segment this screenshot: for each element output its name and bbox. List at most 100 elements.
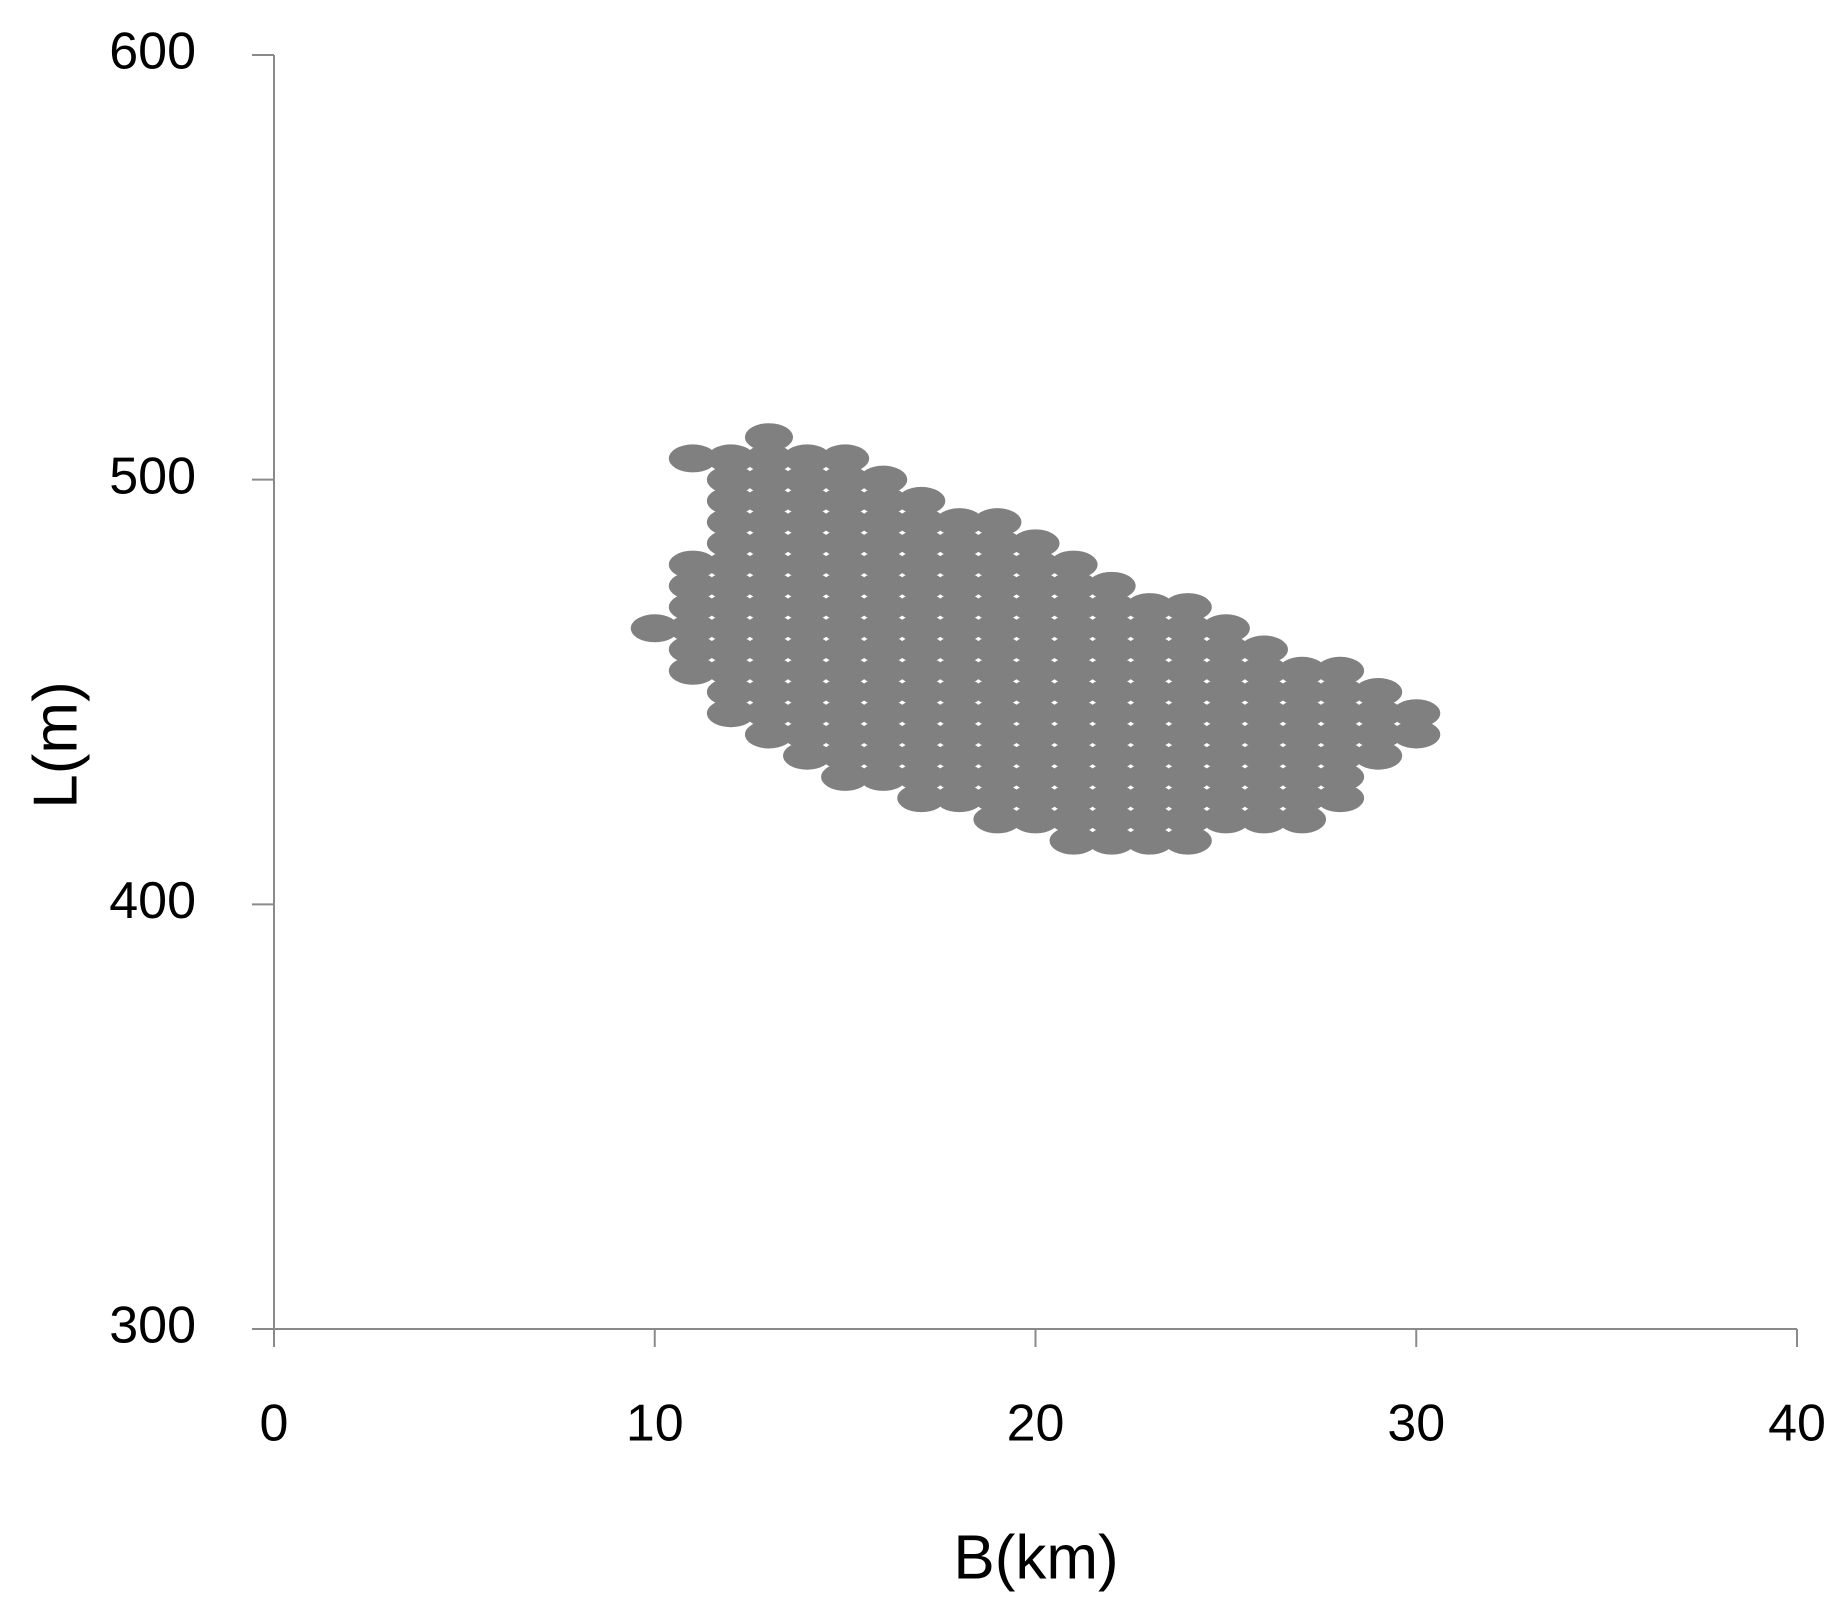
point	[1239, 699, 1288, 728]
point	[973, 762, 1022, 791]
point	[744, 423, 793, 452]
point	[821, 550, 870, 579]
point	[935, 550, 984, 579]
point	[1011, 762, 1060, 791]
point	[821, 699, 870, 728]
point	[1125, 678, 1174, 706]
point	[973, 720, 1022, 749]
point	[744, 720, 793, 749]
point	[821, 486, 870, 515]
point	[1392, 720, 1441, 749]
point	[1201, 762, 1250, 791]
point	[1087, 571, 1136, 600]
point	[706, 529, 755, 558]
point	[1087, 762, 1136, 791]
point	[744, 656, 793, 685]
point	[1011, 614, 1060, 643]
point	[706, 699, 755, 728]
point	[744, 614, 793, 643]
point	[744, 699, 793, 728]
x-tick-label: 30	[1387, 1395, 1445, 1453]
point	[973, 741, 1022, 770]
point	[973, 614, 1022, 643]
point	[859, 762, 908, 791]
point	[783, 465, 832, 494]
x-tick-label: 10	[626, 1395, 684, 1453]
point	[1125, 635, 1174, 664]
point	[783, 593, 832, 622]
point	[1087, 826, 1136, 855]
x-tick-label: 40	[1768, 1395, 1826, 1453]
point	[1201, 784, 1250, 813]
point	[1049, 826, 1098, 855]
point	[821, 741, 870, 770]
point	[897, 529, 946, 558]
point	[1201, 720, 1250, 749]
point	[935, 529, 984, 558]
point	[1316, 678, 1365, 706]
point	[935, 784, 984, 813]
point	[1163, 762, 1212, 791]
point	[1087, 699, 1136, 728]
point	[897, 678, 946, 706]
point	[630, 614, 679, 643]
point	[1316, 656, 1365, 685]
y-tick-label: 600	[109, 23, 196, 81]
point	[1278, 678, 1327, 706]
point	[821, 529, 870, 558]
point	[897, 508, 946, 537]
point	[1011, 635, 1060, 664]
point	[1239, 741, 1288, 770]
point	[783, 550, 832, 579]
point	[897, 486, 946, 515]
point	[1125, 805, 1174, 834]
point	[744, 678, 793, 706]
point	[783, 529, 832, 558]
point	[897, 550, 946, 579]
point	[1316, 762, 1365, 791]
point	[1163, 826, 1212, 855]
point	[1354, 678, 1403, 706]
point	[897, 741, 946, 770]
point	[1201, 741, 1250, 770]
point	[859, 614, 908, 643]
point	[859, 486, 908, 515]
point	[783, 444, 832, 473]
point	[1087, 656, 1136, 685]
y-tick-label: 300	[109, 1297, 196, 1355]
point	[706, 571, 755, 600]
point	[668, 593, 717, 622]
point	[1163, 784, 1212, 813]
point	[1239, 656, 1288, 685]
point	[744, 593, 793, 622]
point	[783, 508, 832, 537]
point	[744, 486, 793, 515]
point	[668, 635, 717, 664]
point	[668, 656, 717, 685]
point	[744, 571, 793, 600]
point	[783, 699, 832, 728]
point	[744, 508, 793, 537]
x-axis-title: B(km)	[953, 1523, 1118, 1592]
point	[783, 635, 832, 664]
point	[668, 444, 717, 473]
point	[859, 741, 908, 770]
x-tick-label: 20	[1007, 1395, 1065, 1453]
point	[783, 486, 832, 515]
point	[1125, 762, 1174, 791]
point	[706, 678, 755, 706]
point	[935, 508, 984, 537]
point	[935, 699, 984, 728]
point	[973, 550, 1022, 579]
point	[1201, 635, 1250, 664]
point	[1011, 571, 1060, 600]
point	[935, 656, 984, 685]
point	[821, 635, 870, 664]
point	[897, 635, 946, 664]
point	[744, 635, 793, 664]
point	[1201, 699, 1250, 728]
point	[1049, 614, 1098, 643]
point	[706, 614, 755, 643]
point	[821, 593, 870, 622]
